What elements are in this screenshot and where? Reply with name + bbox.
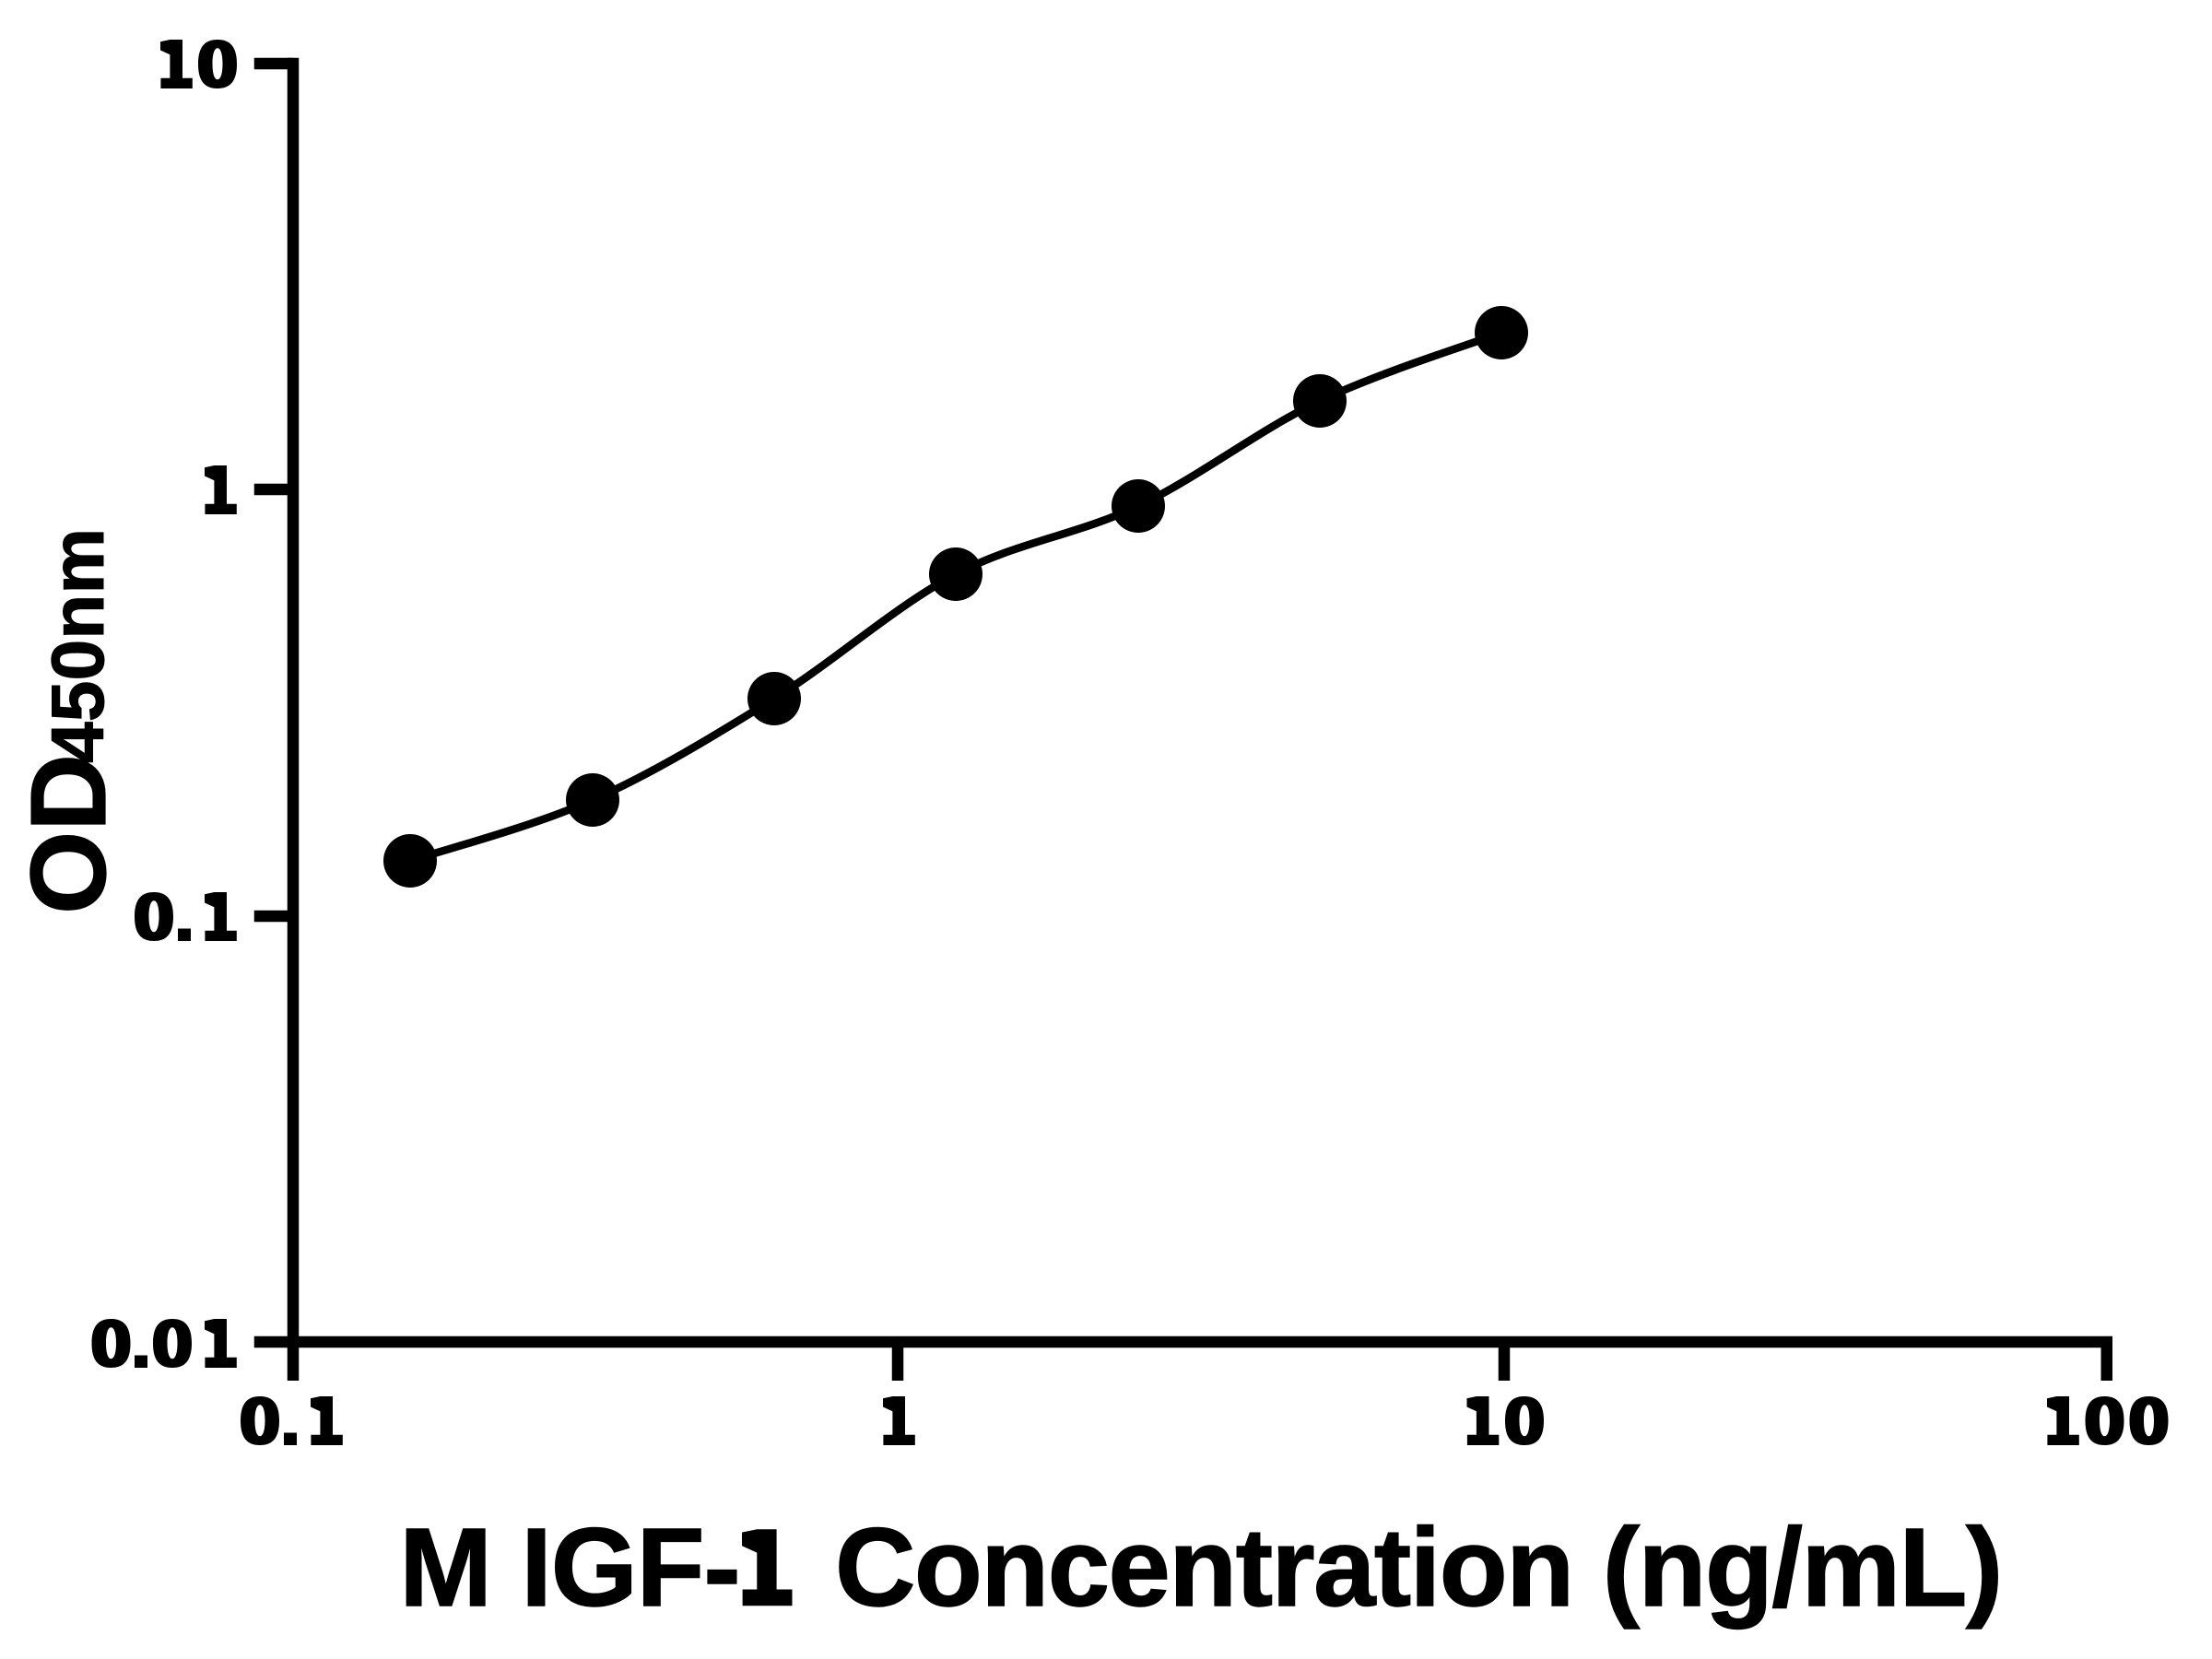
svg-text:OD: OD: [8, 754, 128, 914]
svg-text:Concentration (ng/mL): Concentration (ng/mL): [835, 1504, 2002, 1630]
svg-text:M IGF-: M IGF-: [399, 1504, 739, 1630]
svg-text:450nm: 450nm: [37, 528, 120, 763]
